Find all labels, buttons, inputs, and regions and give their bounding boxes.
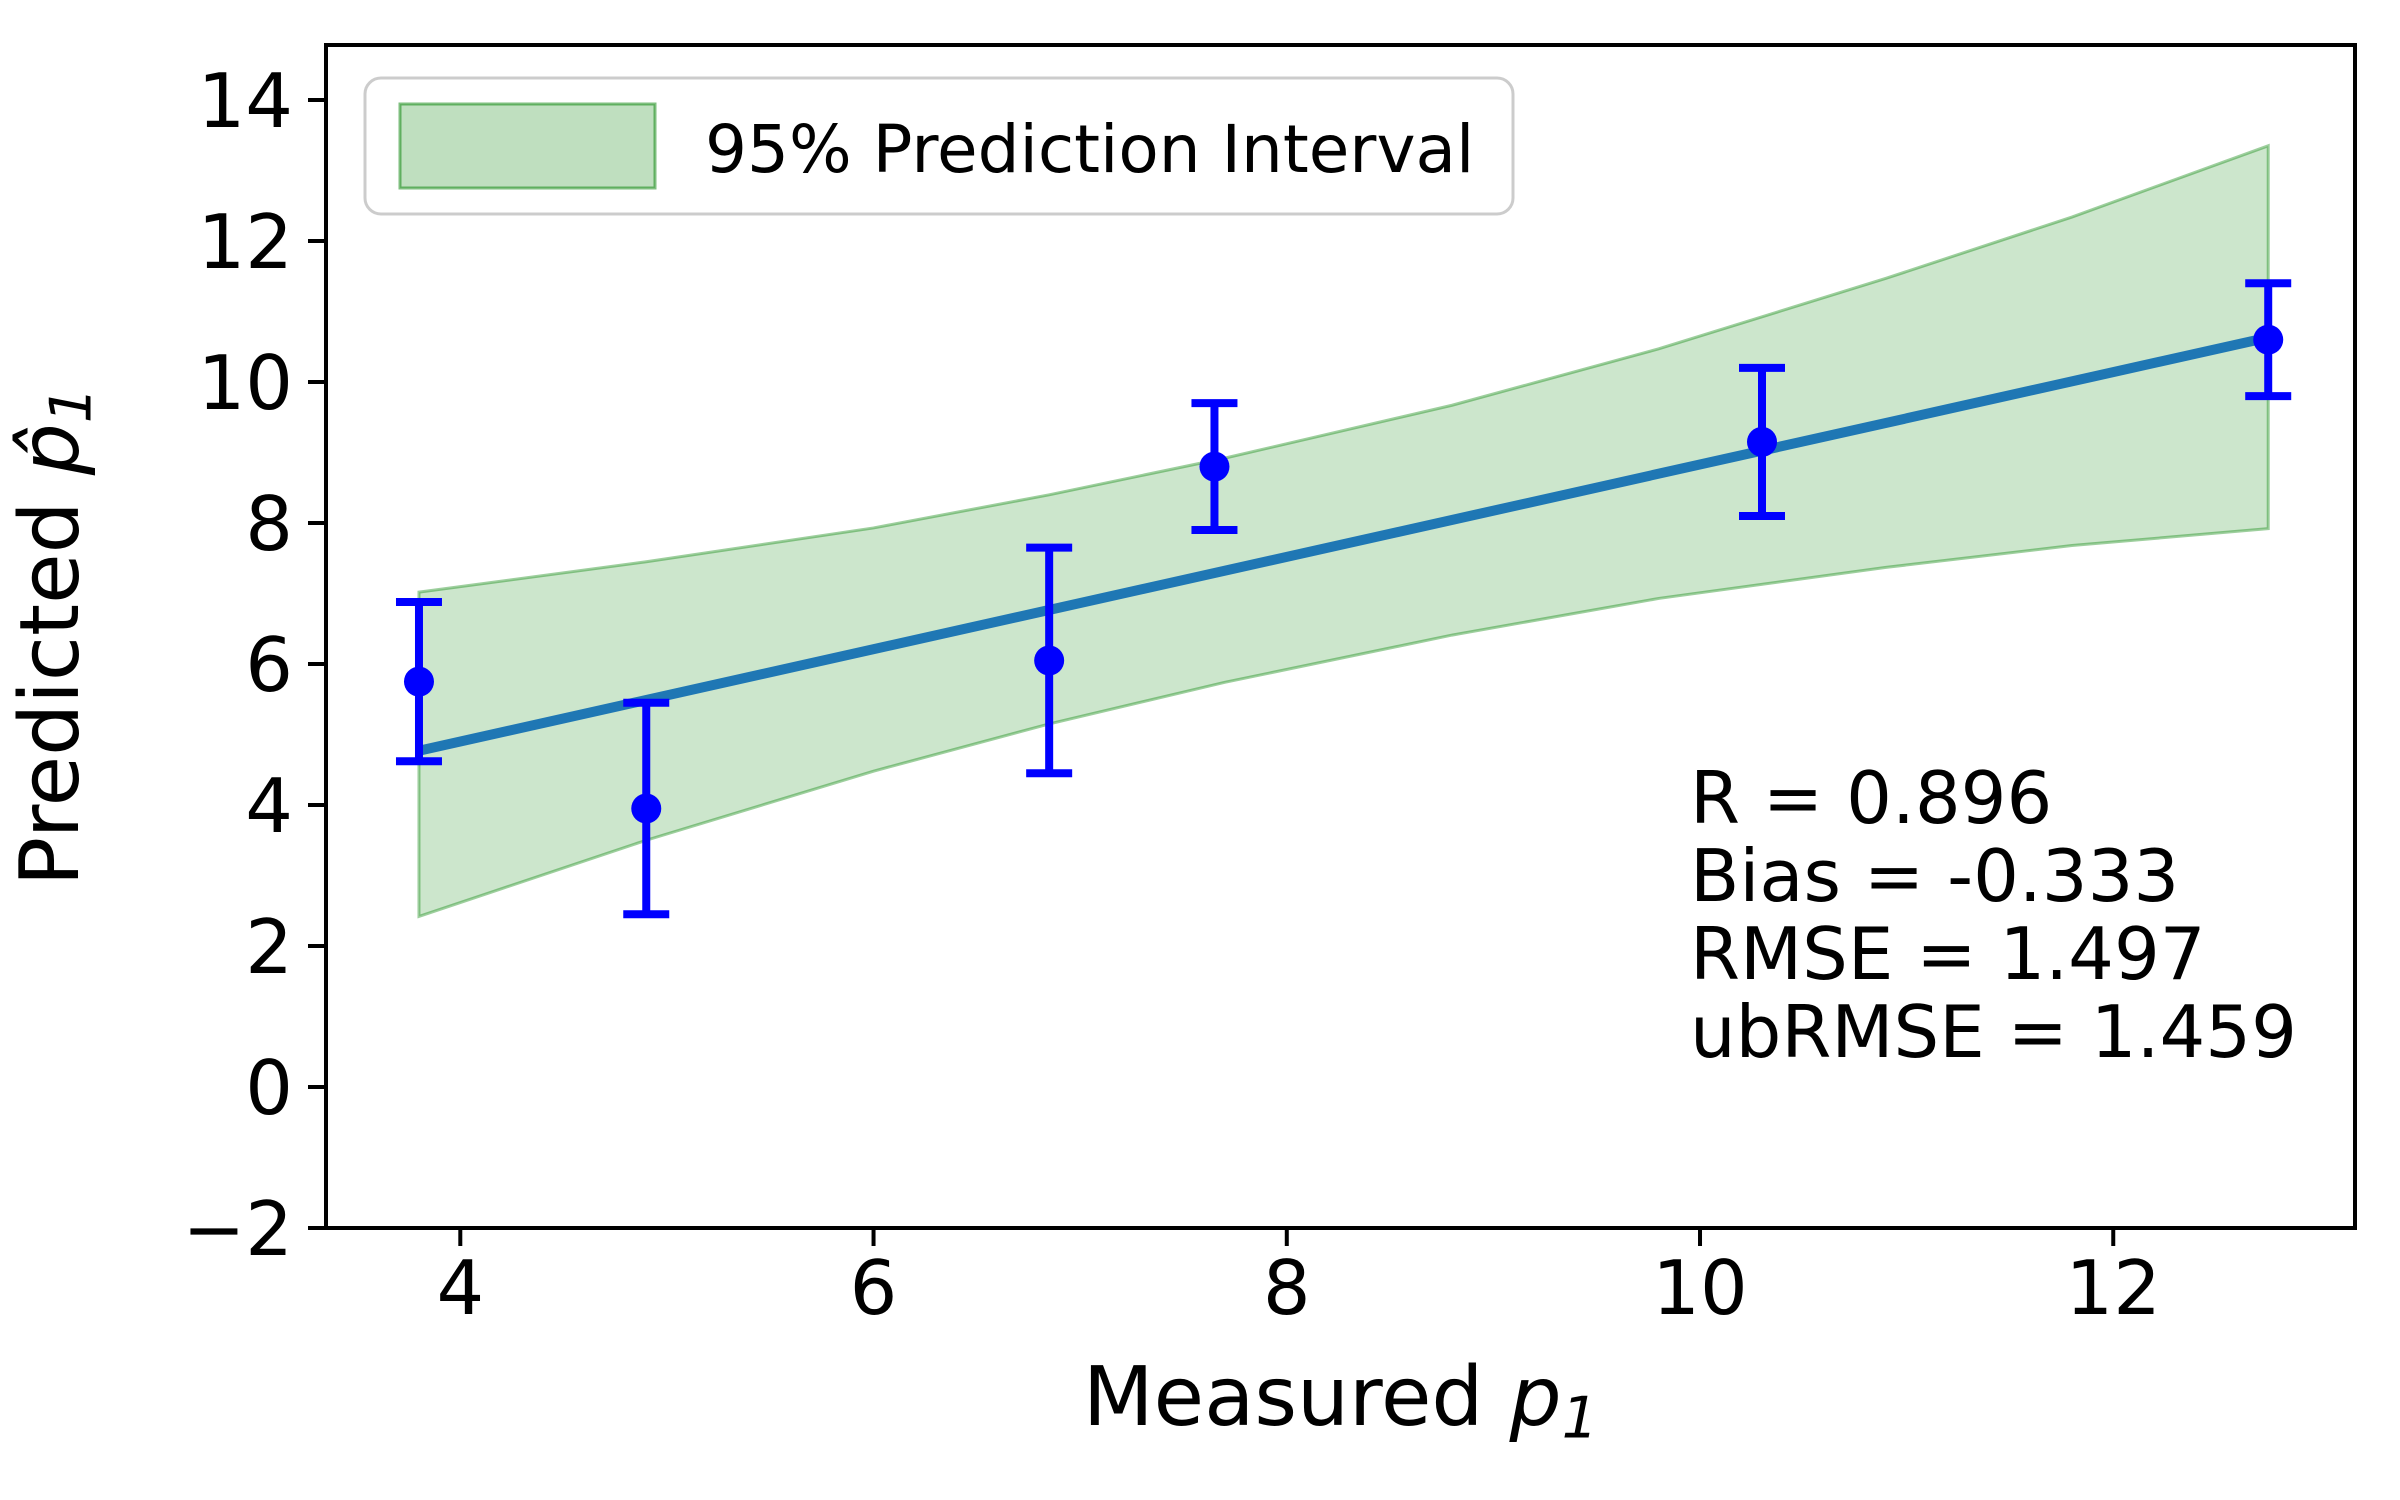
x-tick-label: 8	[1263, 1244, 1311, 1332]
y-tick-label: 14	[198, 57, 293, 145]
legend-patch-prediction-interval	[398, 102, 657, 190]
y-axis-label: Predicted p̂1	[3, 387, 105, 887]
data-point-marker	[1199, 451, 1230, 482]
y-tick-label: −2	[182, 1185, 293, 1273]
legend-label: 95% Prediction Interval	[705, 111, 1474, 188]
x-tick-label: 12	[2066, 1244, 2161, 1332]
x-axis-label: Measured p1	[1083, 1350, 1598, 1452]
axes	[308, 43, 2357, 1246]
stat-bias: Bias = -0.333	[1690, 834, 2179, 918]
data-point-marker	[403, 666, 434, 697]
prediction-band-polygon	[417, 143, 2270, 919]
stat-r: R = 0.896	[1690, 756, 2052, 840]
y-tick-label: 4	[245, 762, 293, 850]
x-tick-label: 4	[436, 1244, 484, 1332]
x-tick-label: 10	[1652, 1244, 1747, 1332]
data-points	[403, 324, 2284, 824]
legend-box	[363, 76, 1515, 216]
y-tick-label: 6	[245, 621, 293, 709]
fit-line-segment	[417, 332, 2270, 756]
data-point-marker	[631, 793, 662, 824]
stat-ubrmse: ubRMSE = 1.459	[1690, 990, 2297, 1074]
axis-labels: Measured p1 Predicted p̂1	[3, 387, 1598, 1452]
tick-labels: 4 6 8 10 12 −2 0 2 4 6 8 10 12 14	[182, 57, 2161, 1332]
y-tick-label: 10	[198, 339, 293, 427]
x-tick-label: 6	[850, 1244, 898, 1332]
data-point-marker	[1034, 645, 1065, 676]
legend: 95% Prediction Interval	[363, 76, 1515, 216]
data-point-marker	[1747, 426, 1778, 457]
y-tick-label: 12	[198, 198, 293, 286]
y-tick-label: 2	[245, 903, 293, 991]
plot-border	[324, 43, 2357, 1230]
stat-rmse: RMSE = 1.497	[1690, 912, 2206, 996]
prediction-band	[417, 143, 2270, 919]
data-point-marker	[2253, 324, 2284, 355]
stats-annotation: R = 0.896 Bias = -0.333 RMSE = 1.497 ubR…	[1690, 756, 2297, 1074]
y-tick-label: 8	[245, 480, 293, 568]
y-tick-label: 0	[245, 1044, 293, 1132]
fit-line	[417, 332, 2270, 756]
